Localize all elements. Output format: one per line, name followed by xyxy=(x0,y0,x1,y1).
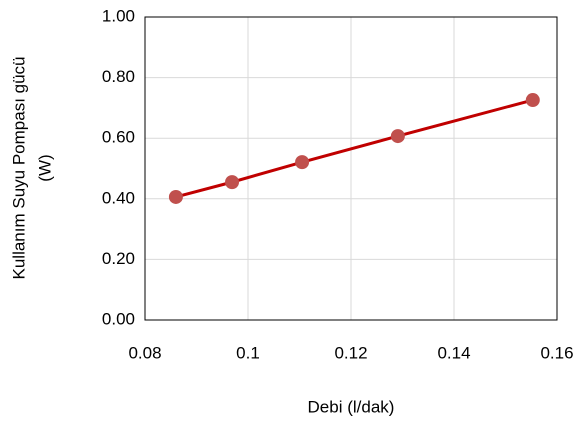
y-tick-label: 1.00 xyxy=(102,6,135,25)
data-point xyxy=(295,155,310,170)
x-tick-label: 0.14 xyxy=(437,343,470,362)
data-point xyxy=(390,129,405,144)
data-point xyxy=(525,93,540,108)
data-point xyxy=(225,175,240,190)
data-point xyxy=(168,189,183,204)
y-tick-label: 0.00 xyxy=(102,309,135,328)
y-tick-label: 0.60 xyxy=(102,128,135,147)
x-axis-label: Debi (l/dak) xyxy=(308,397,395,416)
y-axis-label: (W) xyxy=(35,154,54,181)
x-tick-label: 0.08 xyxy=(128,343,161,362)
x-tick-label: 0.1 xyxy=(236,343,260,362)
y-axis-label: Kullanım Suyu Pompası gücü xyxy=(9,56,28,279)
plot-frame xyxy=(144,16,558,321)
x-tick-label: 0.12 xyxy=(334,343,367,362)
y-tick-label: 0.40 xyxy=(102,188,135,207)
y-tick-label: 0.20 xyxy=(102,249,135,268)
x-tick-label: 0.16 xyxy=(540,343,573,362)
y-tick-label: 0.80 xyxy=(102,67,135,86)
